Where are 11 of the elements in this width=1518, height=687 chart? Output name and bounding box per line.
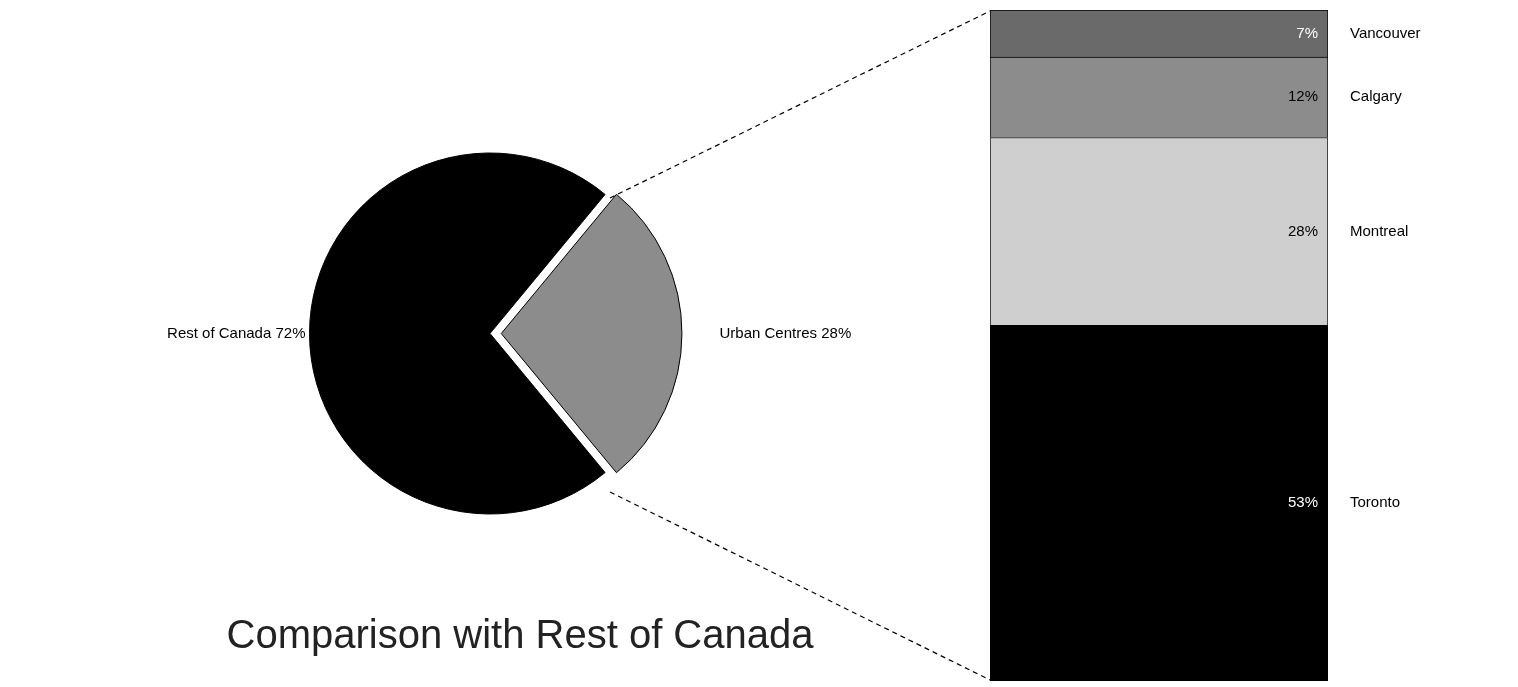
slice-label: Urban Centres 28% xyxy=(719,323,852,341)
data-label: 28% xyxy=(1287,221,1318,239)
series-label: Montreal xyxy=(1350,221,1409,239)
data-label: 53% xyxy=(1287,493,1318,511)
text: Comparison with Rest of Canada xyxy=(226,612,815,657)
series-label: Vancouver xyxy=(1350,23,1421,41)
series-label: Calgary xyxy=(1350,87,1403,105)
data-label: 7% xyxy=(1296,23,1318,41)
data-label: 12% xyxy=(1287,87,1318,105)
series-label: Toronto xyxy=(1350,493,1401,511)
slice-label: Rest of Canada 72% xyxy=(167,323,306,341)
